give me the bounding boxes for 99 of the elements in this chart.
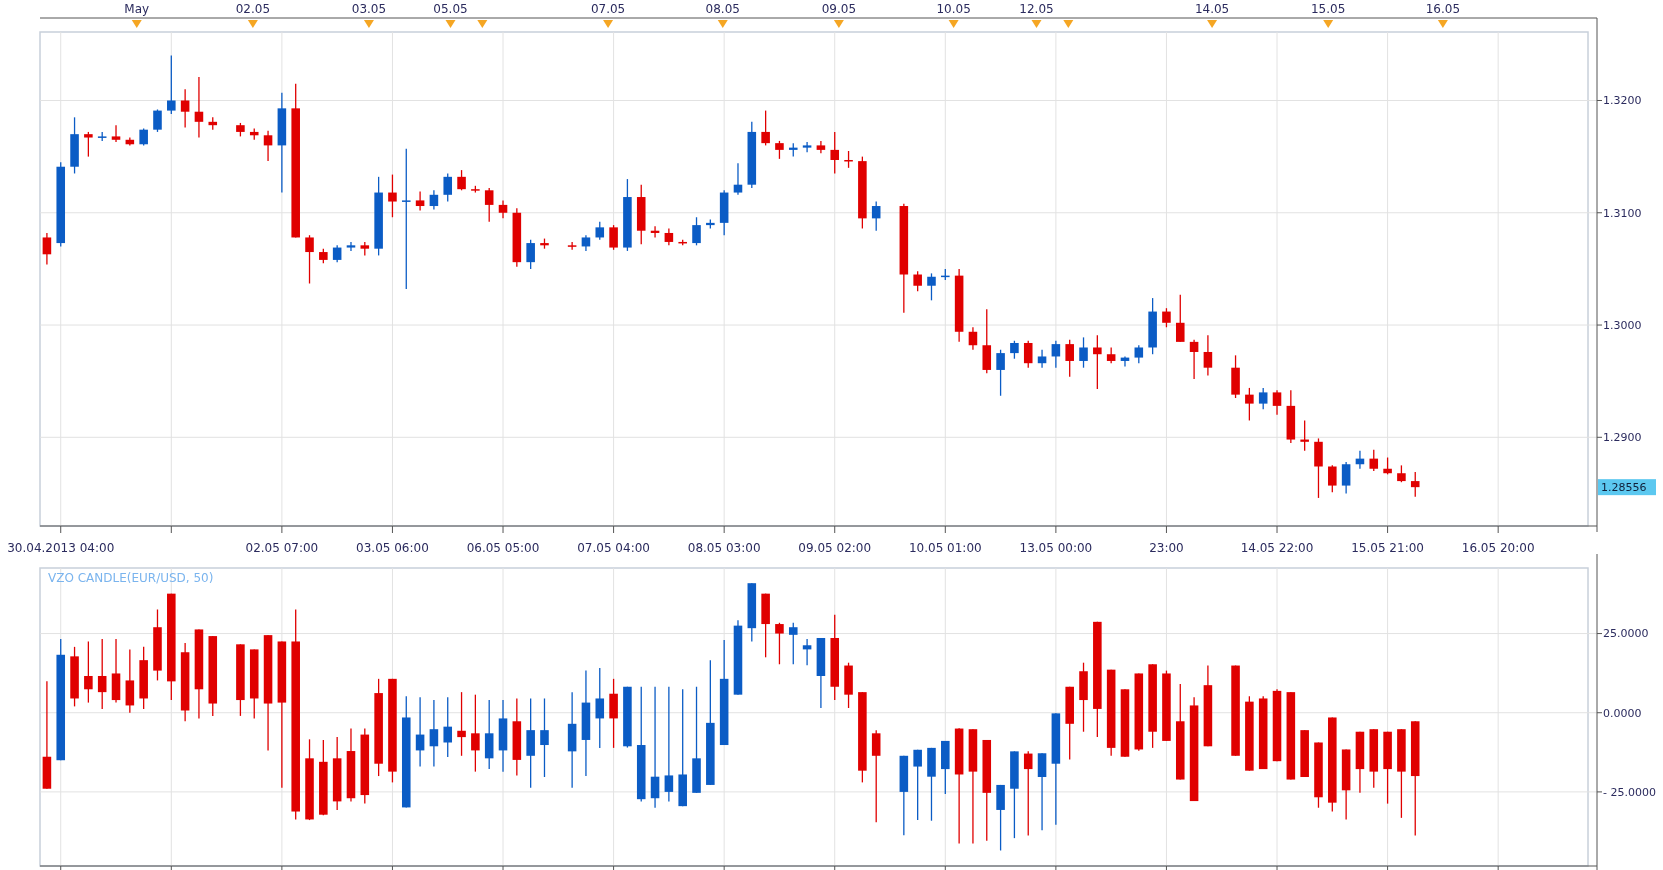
- candlestick: [443, 172, 453, 203]
- candlestick: [42, 232, 52, 266]
- candlestick: [650, 686, 660, 809]
- candlestick: [1410, 471, 1420, 498]
- text: 16.05: [1425, 2, 1461, 16]
- candlestick: [1023, 340, 1033, 369]
- text: 15.05: [1310, 2, 1346, 16]
- text: 05.05: [433, 2, 468, 16]
- text: 10.05: [936, 2, 971, 16]
- text: 03.05: [351, 2, 387, 16]
- candlestick: [263, 130, 273, 162]
- x-tick-label: 06.05 05:00: [466, 541, 540, 555]
- x-tick-label: 08.05 03:00: [687, 541, 761, 555]
- x-tick-label: 09.05 02:00: [798, 541, 872, 555]
- candlestick: [388, 173, 397, 218]
- candlestick: [775, 622, 784, 665]
- candlestick: [346, 241, 356, 252]
- candlestick: [913, 270, 922, 292]
- candlestick: [540, 697, 549, 778]
- candlestick: [429, 189, 439, 211]
- candlestick: [415, 190, 425, 212]
- x-tick-label: 13.05 00:00: [1019, 541, 1093, 555]
- candlestick: [830, 131, 840, 175]
- candlestick: [153, 108, 162, 133]
- candlestick: [457, 691, 466, 757]
- x-tick-label: 02.05 07:00: [245, 541, 319, 555]
- candlestick: [1162, 307, 1171, 328]
- candlestick: [111, 124, 121, 143]
- candlestick: [167, 54, 176, 115]
- y-tick-label: 1.3200: [1603, 94, 1642, 108]
- candlestick: [1093, 334, 1102, 390]
- candlestick: [84, 131, 93, 158]
- text: 12.05: [1019, 2, 1054, 16]
- candlestick: [595, 667, 605, 749]
- text: 09.05: [821, 2, 857, 16]
- candlestick: [968, 326, 978, 351]
- candlestick: [871, 200, 881, 232]
- text: 1.28556: [1601, 481, 1647, 494]
- candlestick: [1023, 750, 1033, 837]
- text: 14.05: [1194, 2, 1230, 16]
- candlestick: [927, 272, 936, 301]
- candlestick: [1189, 338, 1199, 380]
- candlestick: [1065, 338, 1074, 378]
- text: 07.05: [590, 2, 626, 16]
- candlestick: [664, 686, 674, 803]
- candlestick: [567, 241, 577, 251]
- candlestick: [180, 88, 190, 129]
- candlestick: [1369, 449, 1379, 472]
- candlestick: [97, 638, 107, 710]
- text: May: [124, 2, 150, 16]
- x-tick-label: 10.05 01:00: [908, 541, 982, 555]
- x-tick-label: 15.05 21:00: [1351, 541, 1424, 555]
- candlestick: [526, 239, 535, 270]
- candlestick: [788, 622, 798, 665]
- candlestick: [1175, 294, 1185, 343]
- candlestick: [1328, 464, 1337, 493]
- candlestick: [1037, 349, 1047, 369]
- candlestick: [305, 234, 314, 285]
- y-tick-label: 1.3000: [1603, 318, 1642, 332]
- candlestick: [1341, 461, 1351, 495]
- x-tick-label: 23:00: [1149, 541, 1184, 555]
- candlestick: [609, 224, 618, 251]
- candlestick: [802, 638, 812, 666]
- candlestick: [871, 729, 881, 823]
- candlestick: [194, 76, 204, 139]
- candlestick: [1037, 752, 1047, 831]
- chart-title: VZO CANDLE(EUR/USD, 50): [48, 571, 214, 585]
- candlestick: [84, 640, 93, 704]
- candlestick: [443, 696, 453, 758]
- candlestick: [1203, 334, 1213, 377]
- candlestick: [471, 694, 480, 773]
- candlestick: [1051, 340, 1061, 369]
- candlestick: [1300, 419, 1309, 452]
- candlestick: [484, 187, 494, 223]
- candlestick: [1245, 387, 1254, 422]
- candlestick: [457, 169, 466, 191]
- candlestick: [1258, 387, 1268, 410]
- candlestick: [429, 699, 439, 768]
- y-tick-label: 0.0000: [1603, 706, 1642, 720]
- candlestick: [761, 109, 770, 147]
- candlestick: [733, 162, 743, 196]
- candlestick: [1272, 389, 1282, 416]
- candlestick: [996, 349, 1005, 397]
- candlestick: [913, 749, 922, 821]
- candlestick: [1079, 336, 1088, 369]
- y-tick-label: 1.3100: [1603, 206, 1642, 220]
- y-tick-label: - 25.0000: [1603, 785, 1656, 799]
- candlestick: [401, 148, 411, 290]
- x-tick-label: 14.05 22:00: [1240, 541, 1314, 555]
- candlestick: [692, 216, 701, 246]
- x-tick-label: 07.05 04:00: [577, 541, 650, 555]
- y-tick-label: 1.2900: [1603, 431, 1642, 445]
- text: 02.05: [235, 2, 271, 16]
- x-tick-label: 30.04.2013 04:00: [7, 541, 115, 555]
- x-tick-label: 03.05 06:00: [356, 541, 429, 555]
- x-tick-label: 16.05 20:00: [1461, 541, 1535, 555]
- y-tick-label: 25.0000: [1603, 627, 1649, 641]
- text: 08.05: [705, 2, 740, 16]
- candlestick: [802, 141, 812, 153]
